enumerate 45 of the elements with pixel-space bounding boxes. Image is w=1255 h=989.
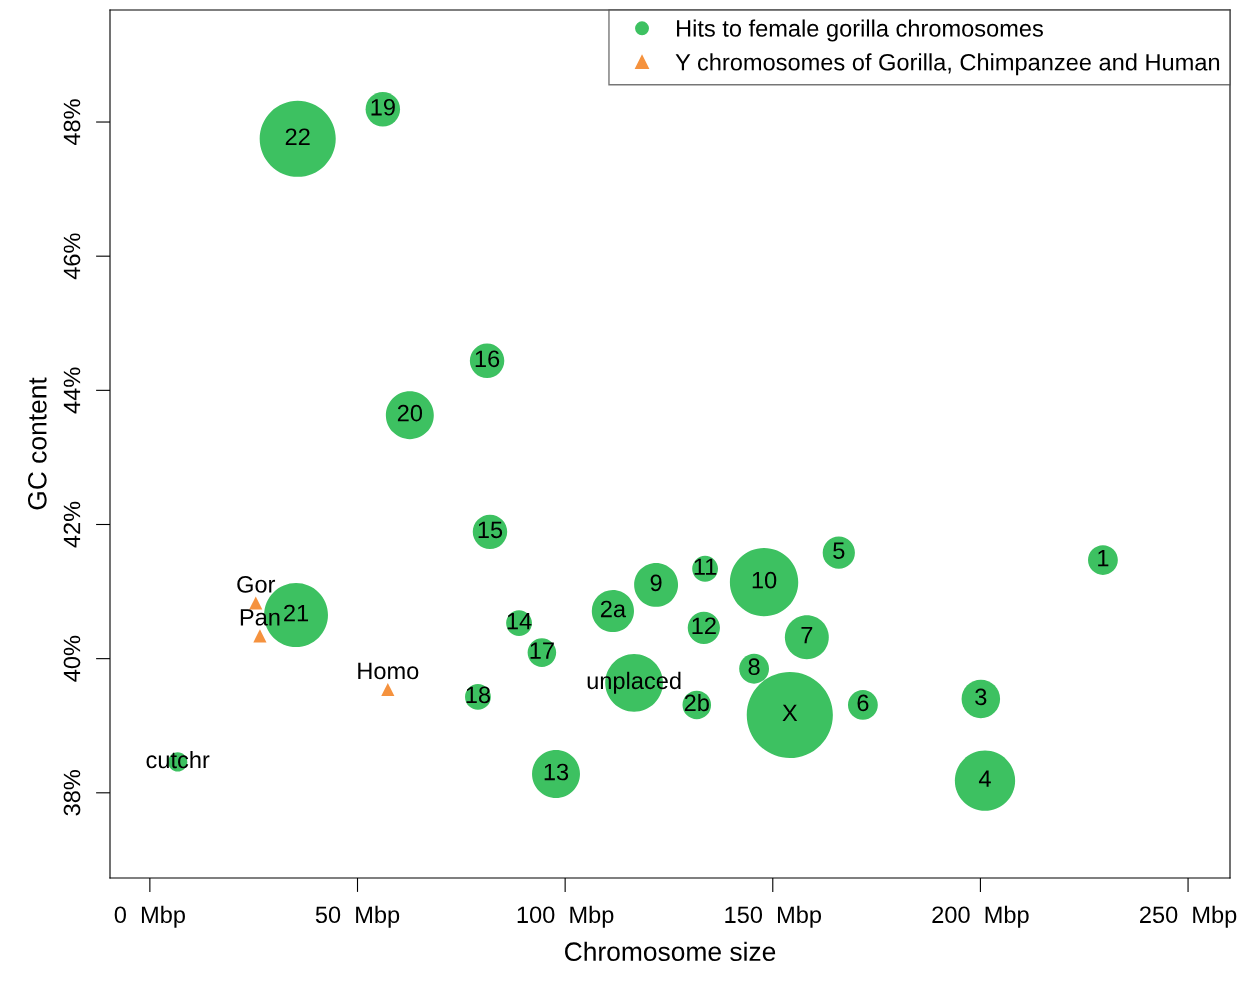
annotation: X bbox=[782, 704, 798, 722]
annotation: 10 bbox=[752, 571, 777, 589]
x-tick-label: 250 Mbp bbox=[1140, 905, 1237, 928]
point bbox=[381, 682, 395, 697]
annotation: 11 bbox=[694, 558, 717, 575]
y-tick-label: 48% bbox=[63, 99, 81, 146]
annotation: 16 bbox=[475, 350, 500, 368]
annotation: 5 bbox=[833, 542, 845, 560]
annotation: 9 bbox=[650, 574, 662, 592]
annotation: Homo bbox=[358, 662, 419, 680]
annotation: 2a bbox=[600, 600, 627, 618]
y-tick-label: 40% bbox=[63, 635, 81, 682]
legend-label: Hits to female gorilla chromosomes bbox=[677, 19, 1043, 42]
annotation: 8 bbox=[748, 658, 760, 676]
annotation: 1 bbox=[1098, 549, 1109, 567]
x-tick-label: 50 Mbp bbox=[315, 905, 400, 928]
y-tick-label: 42% bbox=[63, 501, 81, 548]
x-axis-title: Chromosome size bbox=[565, 941, 776, 962]
y-tick-label: 44% bbox=[63, 367, 81, 414]
annotation: 22 bbox=[285, 128, 310, 145]
x-tick-label: 100 Mbp bbox=[517, 905, 614, 928]
annotation: 7 bbox=[801, 627, 813, 644]
annotation: 6 bbox=[857, 694, 869, 712]
y-axis-title: GC content bbox=[27, 377, 47, 510]
annotation: 14 bbox=[507, 612, 532, 630]
point bbox=[253, 629, 267, 643]
x-tick-label: 150 Mbp bbox=[725, 905, 822, 928]
annotation: 19 bbox=[371, 98, 395, 116]
annotation: 4 bbox=[978, 770, 991, 787]
annotation: 3 bbox=[975, 688, 987, 706]
annotation: 17 bbox=[530, 642, 554, 659]
annotation: 20 bbox=[397, 404, 423, 422]
annotation: 18 bbox=[466, 686, 491, 704]
annotation: 2b bbox=[684, 693, 709, 712]
x-tick-label: 0 Mbp bbox=[114, 905, 185, 928]
annotation: Gor bbox=[237, 576, 276, 593]
annotation: 12 bbox=[692, 617, 716, 634]
y-tick-label: 46% bbox=[63, 233, 81, 280]
annotation: 13 bbox=[544, 763, 569, 781]
legend-label: Y chromosomes of Gorilla, Chimpanzee and Human bbox=[675, 53, 1220, 76]
annotation: 21 bbox=[284, 604, 309, 622]
x-tick-label: 200 Mbp bbox=[932, 905, 1029, 928]
annotation: 15 bbox=[478, 521, 503, 539]
point bbox=[249, 596, 263, 610]
y-tick-label: 38% bbox=[63, 770, 81, 816]
